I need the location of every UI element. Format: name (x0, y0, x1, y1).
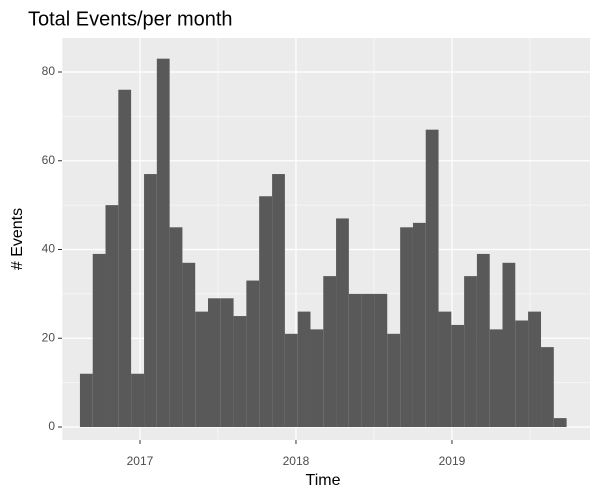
bar (310, 329, 324, 427)
bar (79, 373, 93, 427)
bar (169, 227, 183, 427)
bar (246, 280, 260, 427)
bar (553, 418, 567, 427)
bar (284, 333, 298, 427)
y-tick-label: 60 (42, 153, 56, 167)
bar (272, 174, 285, 427)
y-tick-label: 40 (42, 242, 56, 256)
bar (259, 196, 273, 427)
x-tick-label: 2019 (439, 454, 466, 468)
bar (425, 129, 439, 427)
bar (233, 316, 247, 427)
x-axis-label: Time (306, 472, 341, 489)
bar (105, 205, 119, 427)
y-axis-label: # Events (9, 208, 26, 270)
bar (182, 262, 196, 427)
bar (207, 298, 221, 427)
bar (515, 320, 529, 427)
bar (336, 218, 349, 427)
bar (451, 324, 465, 427)
bar (348, 293, 362, 427)
bar (476, 253, 490, 427)
chart-title: Total Events/per month (28, 8, 233, 30)
bar (400, 227, 413, 427)
bar (323, 276, 337, 427)
bar (92, 253, 106, 427)
bar (502, 262, 516, 427)
bar (220, 298, 234, 427)
y-tick-label: 80 (42, 64, 56, 78)
bar (464, 276, 477, 427)
bar (387, 333, 401, 427)
bar (541, 347, 554, 427)
bar (374, 293, 388, 427)
bar (118, 89, 132, 427)
y-tick-label: 20 (42, 330, 56, 344)
bar (297, 311, 311, 427)
x-tick-label: 2017 (127, 454, 154, 468)
bar (528, 311, 542, 427)
bar (438, 311, 452, 427)
bar (131, 373, 145, 427)
bar (156, 58, 170, 427)
y-tick-label: 0 (48, 419, 55, 433)
bar (144, 174, 157, 427)
bar (361, 293, 375, 427)
bar (489, 329, 503, 427)
bar (195, 311, 208, 427)
x-tick-label: 2018 (283, 454, 310, 468)
bar (412, 222, 426, 427)
